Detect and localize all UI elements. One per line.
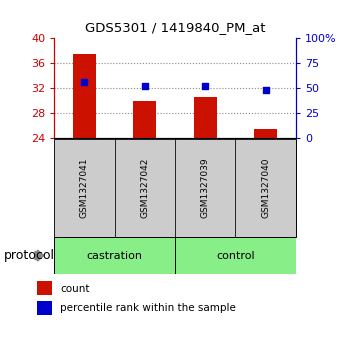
Text: count: count <box>60 284 90 294</box>
Bar <box>73 54 96 138</box>
Text: GSM1327042: GSM1327042 <box>140 158 149 218</box>
Text: GDS5301 / 1419840_PM_at: GDS5301 / 1419840_PM_at <box>85 21 265 34</box>
Bar <box>175 139 235 237</box>
Text: protocol: protocol <box>4 249 55 262</box>
Text: percentile rank within the sample: percentile rank within the sample <box>60 303 236 314</box>
Bar <box>37 281 52 295</box>
Bar <box>54 237 175 274</box>
FancyArrow shape <box>35 250 44 261</box>
Point <box>82 79 87 85</box>
Bar <box>54 139 115 237</box>
Point <box>263 87 268 93</box>
Bar <box>115 139 175 237</box>
Bar <box>133 101 156 138</box>
Bar <box>254 129 277 138</box>
Bar <box>37 301 52 315</box>
Bar <box>194 97 217 138</box>
Text: castration: castration <box>87 250 143 261</box>
Text: GSM1327040: GSM1327040 <box>261 158 270 218</box>
Text: GSM1327039: GSM1327039 <box>201 157 210 218</box>
Text: GSM1327041: GSM1327041 <box>80 158 89 218</box>
Text: control: control <box>216 250 255 261</box>
Point <box>202 83 208 89</box>
Point <box>142 83 148 89</box>
Bar <box>235 139 296 237</box>
Bar <box>175 237 296 274</box>
